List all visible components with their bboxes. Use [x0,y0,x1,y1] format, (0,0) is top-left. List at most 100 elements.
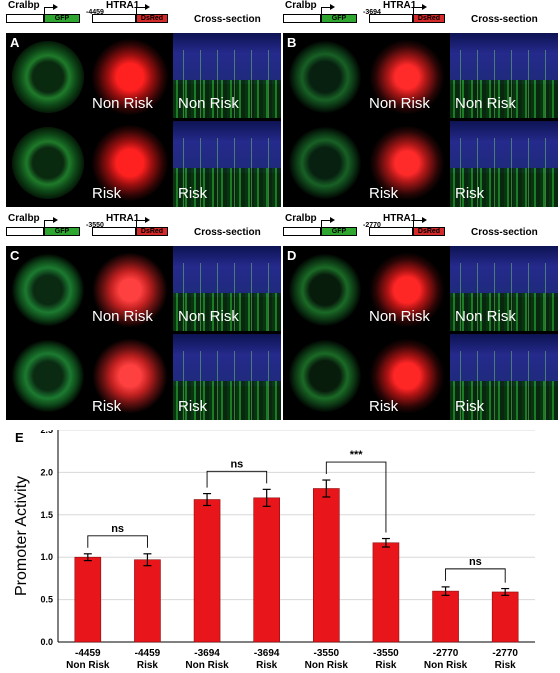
dsred-eye-nonrisk [92,39,168,115]
y-tick-label: 2.5 [40,430,53,435]
arrow-right-icon [321,217,335,227]
gene-label-htra1: HTRA1 [106,0,140,11]
gfp-eye-nonrisk [12,254,84,326]
promoter-box [369,14,413,23]
dsred-eye-nonrisk [92,252,168,328]
bar [134,559,161,643]
figure-panel-a: Cralbp GFP -4459 HTRA1 DsRed Cross-secti… [6,0,281,207]
arrow-right-icon [136,4,150,14]
x-tick-label: Non Risk [424,660,468,671]
cross-section-image-risk [173,121,281,207]
arrow-right-icon [136,217,150,227]
cross-section-image-nonrisk [173,33,281,118]
caption-risk: Risk [92,185,122,202]
gene-label-cralbp: Cralbp [8,0,40,11]
significance-bracket [325,461,387,533]
caption-risk: Risk [92,398,122,415]
promoter-position: -3694 [363,9,381,16]
caption-nonrisk: Non Risk [455,308,516,325]
chart-panel-letter: E [15,430,24,445]
construct-diagram: Cralbp GFP -4459 HTRA1 DsRed Cross-secti… [6,0,281,30]
cross-section-image-risk [450,334,558,420]
cross-section-image-risk [173,334,281,420]
chart-panel-e: E 0.0 0.5 1.0 1.5 2.0 2.5 Promoter Activity -44… [0,430,560,673]
gfp-eye-nonrisk [12,41,84,113]
bar [74,556,102,643]
significance-bracket [445,568,506,583]
x-tick-label: Risk [375,660,397,671]
gfp-eye-risk [289,127,361,199]
caption-nonrisk: Non Risk [455,95,516,112]
gfp-eye-nonrisk [289,254,361,326]
micrograph-panel: B Non Risk Non Risk Risk Risk [283,33,558,207]
promoter-position: -3550 [86,222,104,229]
panel-letter: A [10,35,20,50]
x-tick-label: -2770 [433,648,459,659]
cross-section-label: Cross-section [194,14,261,25]
caption-risk: Risk [178,185,208,202]
significance-bracket [206,470,268,488]
cross-section-image-risk [450,121,558,207]
micrograph-panel: A Non Risk Non Risk Risk Risk [6,33,281,207]
promoter-box [92,14,136,23]
arrow-right-icon [321,4,335,14]
y-tick-label: 1.0 [40,552,53,562]
bar [372,542,400,643]
micrograph-panel: D Non Risk Non Risk Risk Risk [283,246,558,420]
panel-letter: C [10,248,20,263]
gfp-reporter: GFP [321,227,357,236]
x-tick-label: -4459 [75,648,101,659]
caption-risk: Risk [369,398,399,415]
dsred-eye-risk [92,338,168,414]
y-tick-label: 1.5 [40,510,53,520]
dsred-eye-nonrisk [369,39,445,115]
x-tick-label: -3694 [254,648,280,659]
promoter-box [6,227,44,236]
panel-letter: B [287,35,297,50]
significance-label: *** [350,449,364,461]
panel-letter: D [287,248,297,263]
promoter-box [92,227,136,236]
construct-diagram: Cralbp GFP -3550 HTRA1 DsRed Cross-secti… [6,213,281,243]
dsred-eye-risk [369,125,445,201]
arrow-right-icon [44,4,58,14]
caption-nonrisk: Non Risk [178,95,239,112]
x-tick-label: -3550 [314,648,340,659]
caption-nonrisk: Non Risk [92,308,153,325]
dsred-reporter: DsRed [136,227,168,236]
gfp-eye-risk [12,127,84,199]
gfp-reporter: GFP [321,14,357,23]
promoter-box [6,14,44,23]
gene-label-htra1: HTRA1 [106,213,140,224]
dsred-reporter: DsRed [413,227,445,236]
caption-nonrisk: Non Risk [92,95,153,112]
bar [193,499,221,643]
cross-section-label: Cross-section [194,227,261,238]
gfp-reporter: GFP [44,14,80,23]
micrograph-panel: C Non Risk Non Risk Risk Risk [6,246,281,420]
gene-label-htra1: HTRA1 [383,0,417,11]
x-tick-label: Risk [256,660,278,671]
cross-section-label: Cross-section [471,14,538,25]
dsred-reporter: DsRed [136,14,168,23]
dsred-eye-risk [92,125,168,201]
x-tick-label: Non Risk [305,660,349,671]
significance-label: ns [469,556,482,568]
x-tick-label: Risk [137,660,159,671]
y-tick-label: 0.5 [40,595,53,605]
bar [313,488,340,643]
figure-panel-d: Cralbp GFP -2770 HTRA1 DsRed Cross-secti… [283,213,558,420]
x-tick-label: Non Risk [66,660,110,671]
y-axis-title: Promoter Activity [13,476,30,596]
y-tick-label: 2.0 [40,467,53,477]
x-tick-label: -3550 [373,648,399,659]
y-tick-label: 0.0 [40,637,53,647]
cross-section-image-nonrisk [450,246,558,331]
construct-diagram: Cralbp GFP -3694 HTRA1 DsRed Cross-secti… [283,0,558,30]
gene-label-cralbp: Cralbp [285,213,317,224]
caption-nonrisk: Non Risk [178,308,239,325]
significance-label: ns [111,523,124,535]
gfp-eye-risk [12,340,84,412]
promoter-position: -4459 [86,9,104,16]
dsred-eye-nonrisk [369,252,445,328]
